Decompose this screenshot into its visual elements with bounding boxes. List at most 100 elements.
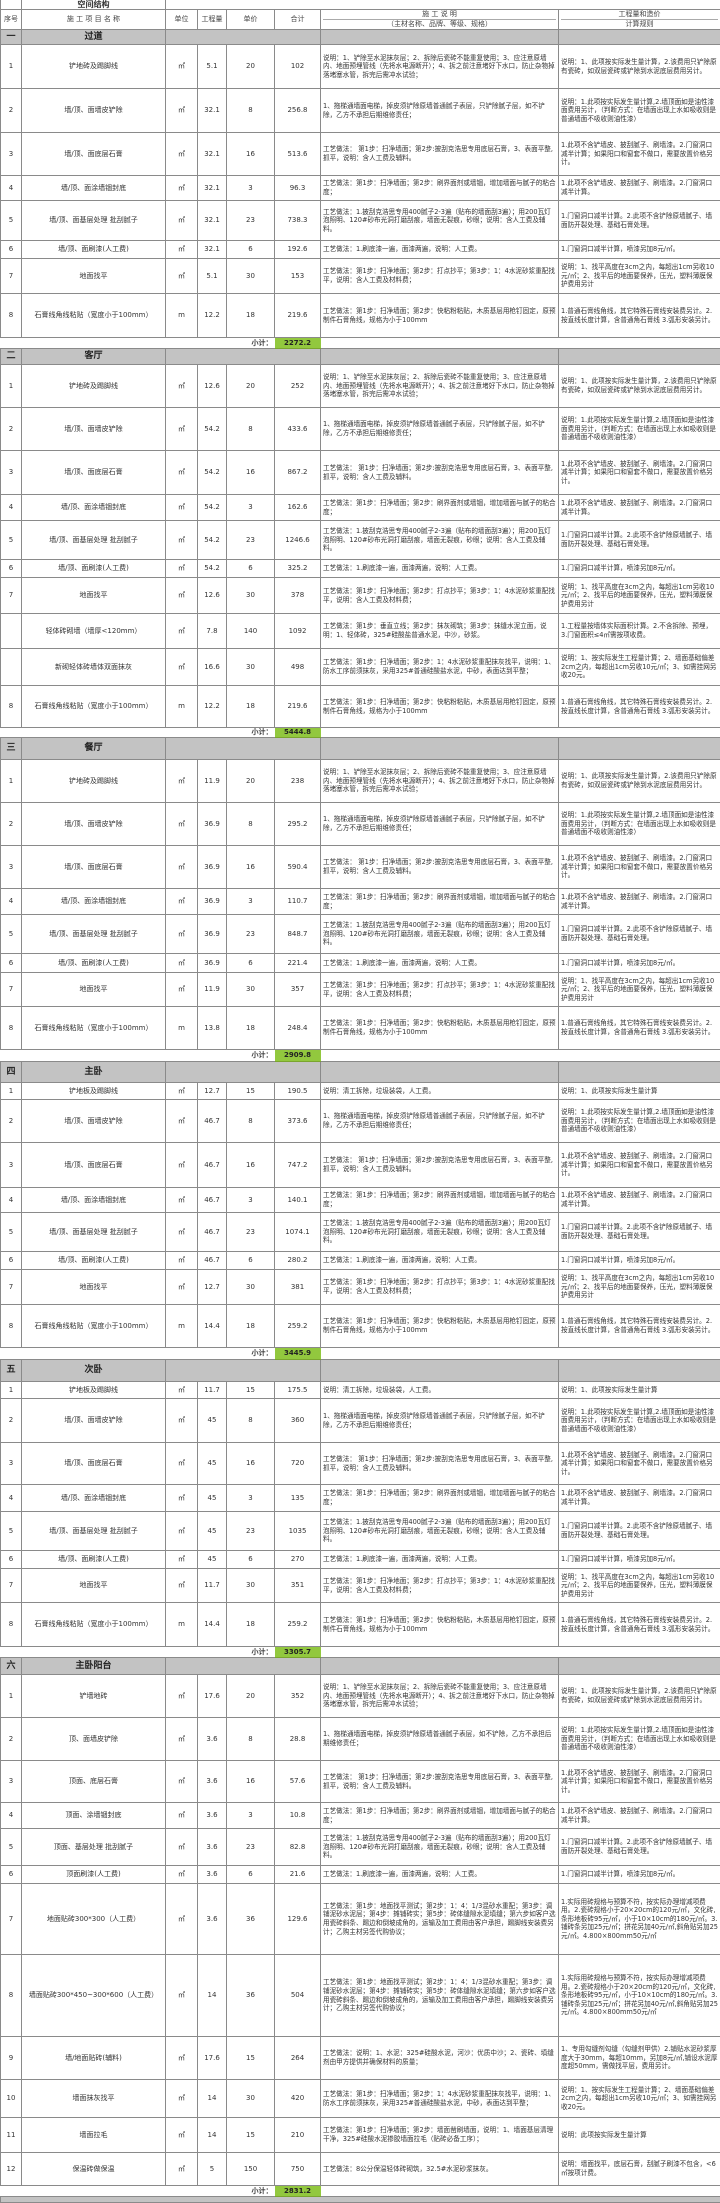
section-number: 五 xyxy=(1,1360,22,1382)
item-unit-price: 30 xyxy=(227,578,275,614)
item-name: 铲地砖及踢脚线 xyxy=(22,760,166,803)
item-description: 工艺做法：第1步：扫净墙面；第2步：快粘粉粘贴，木质基层用枪钉固定，原预制件石膏… xyxy=(321,1603,559,1647)
item-description: 说明：1、铲除至水泥抹灰层；2、拆除后瓷砖不能重复使用；3、应注意原墙内、地面预… xyxy=(321,760,559,803)
item-unit: ㎡ xyxy=(166,915,198,954)
item-quantity: 12.2 xyxy=(198,294,227,338)
item-unit-price: 36 xyxy=(227,1884,275,1955)
header-no: 序号 xyxy=(1,10,22,30)
item-quantity: 45 xyxy=(198,1551,227,1569)
item-number: 3 xyxy=(1,1761,22,1803)
item-name: 墙/顶、面基层处理 批刮腻子 xyxy=(22,201,166,241)
item-number: 6 xyxy=(1,560,22,578)
item-unit-price: 6 xyxy=(227,1866,275,1884)
header-total: 合计 xyxy=(275,10,321,30)
item-calculation-rule: 说明：1.此项按实际发生量计算,2.墙顶面如是油性漆面费用另计，（判断方式：在墙… xyxy=(559,1399,720,1443)
item-total: 28.8 xyxy=(275,1718,321,1761)
item-description: 工艺做法：第1步：扫净墙面；第2步：刷界面剂或墙锢，增加墙面与腻子的粘合度； xyxy=(321,1188,559,1213)
item-quantity: 11.9 xyxy=(198,973,227,1007)
item-total: 351 xyxy=(275,1569,321,1603)
item-total: 192.6 xyxy=(275,241,321,259)
item-total: 504 xyxy=(275,1955,321,2037)
item-unit-price: 3 xyxy=(227,495,275,521)
item-unit-price: 15 xyxy=(227,2037,275,2080)
item-calculation-rule: 1.门窗洞口减半计算，喷漆另加8元/㎡。 xyxy=(559,1866,720,1884)
item-unit-price: 30 xyxy=(227,2080,275,2118)
item-description: 1、拖梯通墙面电梯，掉皮须铲除原墙普通腻子表层，只铲除腻子层，如不铲除，乙方不承… xyxy=(321,408,559,451)
item-number: 7 xyxy=(1,1270,22,1305)
header-rule: 工程量和造价 计算规则 xyxy=(559,10,720,30)
item-description: 工艺做法：第1步：扫净地面；第2步：打点抄平；第3步：1：4水泥砂浆重配找平，说… xyxy=(321,259,559,294)
item-unit: ㎡ xyxy=(166,1803,198,1829)
item-number: 5 xyxy=(1,1213,22,1252)
item-calculation-rule: 1.实际用砖规格与预算不符，按实际办理增减项费用。2.瓷砖规格小于20×20cm… xyxy=(559,1955,720,2037)
item-unit: ㎡ xyxy=(166,1955,198,2037)
item-unit-price: 36 xyxy=(227,1955,275,2037)
item-description: 工艺做法：1.披刮克浩思专用400腻子2-3遍（贴布的墙面刮3遍）；用200瓦灯… xyxy=(321,201,559,241)
subtotal-row: 小计：2272.2 xyxy=(1,338,720,349)
item-quantity: 36.9 xyxy=(198,803,227,846)
item-calculation-rule: 1.门窗洞口减半计算，喷漆另加8元/㎡。 xyxy=(559,560,720,578)
item-quantity: 45 xyxy=(198,1485,227,1512)
item-quantity: 54.2 xyxy=(198,451,227,495)
item-calculation-rule: 说明：此项按实际发生量计算 xyxy=(559,2118,720,2153)
item-description: 工艺做法：1.披刮克浩思专用400腻子2-3遍（贴布的墙面刮3遍）；用200瓦灯… xyxy=(321,1213,559,1252)
item-description: 工艺做法：第1步：扫净墙面；第2步：刷界面剂或墙锢，增加墙面与腻子的粘合度； xyxy=(321,1485,559,1512)
item-description: 说明：清工拆除，垃圾装袋，人工费。 xyxy=(321,1083,559,1100)
item-unit-price: 16 xyxy=(227,1443,275,1485)
item-number: 7 xyxy=(1,973,22,1007)
item-name: 墙面拉毛 xyxy=(22,2118,166,2153)
item-name: 顶面、底层石膏 xyxy=(22,1761,166,1803)
item-calculation-rule: 1.此项不含铲墙皮、披刮腻子、刷墙漆。2.门窗洞口减半计算；如果阳口和窗套不做口… xyxy=(559,846,720,889)
item-unit-price: 6 xyxy=(227,241,275,259)
item-calculation-rule: 1.门窗洞口减半计算，喷漆另加8元/㎡。 xyxy=(559,1551,720,1569)
item-calculation-rule: 1.普通石膏线角线，其它特殊石膏线安装费另计。2.按直线长度计算，含普通角石膏线… xyxy=(559,1007,720,1050)
item-number: 4 xyxy=(1,1485,22,1512)
item-total: 10.8 xyxy=(275,1803,321,1829)
item-description: 工艺做法：第1步：扫净墙面；第2步：刷界面剂或墙锢，增加墙面与腻子的粘合度； xyxy=(321,1803,559,1829)
item-calculation-rule: 说明：1、找平高度在3cm之内，每超出1cm另收10元/㎡；2、找平后的地面要保… xyxy=(559,1569,720,1603)
item-calculation-rule: 说明：1.此项按实际发生量计算,2.墙顶面如是油性漆面费用另计，（判断方式：在墙… xyxy=(559,89,720,133)
item-description: 工艺做法：第1步：扫净墙面；第2步：快粘粉粘贴，木质基层用枪钉固定，原预制件石膏… xyxy=(321,1305,559,1348)
item-description: 说明：1、铲除至水泥抹灰层；2、拆除后瓷砖不能重复使用；3、应注意原墙内、地面预… xyxy=(321,365,559,408)
section-name: 过道 xyxy=(22,30,166,45)
item-quantity: 12.7 xyxy=(198,1270,227,1305)
item-quantity: 3.6 xyxy=(198,1866,227,1884)
item-total: 129.6 xyxy=(275,1884,321,1955)
item-quantity: 14 xyxy=(198,2080,227,2118)
item-unit-price: 6 xyxy=(227,1551,275,1569)
item-quantity: 36.9 xyxy=(198,846,227,889)
item-unit: ㎡ xyxy=(166,176,198,201)
item-number: 1 xyxy=(1,1382,22,1399)
section-header-row: 六主卧阳台 xyxy=(1,1658,720,1675)
section-header-row: 一过道 xyxy=(1,30,720,45)
item-calculation-rule: 1.普通石膏线角线，其它特殊石膏线安装费另计。2.按直线长度计算，含普通角石膏线… xyxy=(559,686,720,728)
item-name: 铲地板及踢脚线 xyxy=(22,1382,166,1399)
item-total: 256.8 xyxy=(275,89,321,133)
item-quantity: 12.6 xyxy=(198,365,227,408)
item-name: 石膏线角线粘贴（宽度小于100mm） xyxy=(22,1305,166,1348)
subtotal-value: 2831.2 xyxy=(275,2186,321,2197)
section-header-row: 三餐厅 xyxy=(1,738,720,760)
item-unit-price: 23 xyxy=(227,1213,275,1252)
item-quantity: 54.2 xyxy=(198,560,227,578)
item-unit: ㎡ xyxy=(166,201,198,241)
item-name: 墙/顶、面底层石膏 xyxy=(22,133,166,176)
item-calculation-rule: 1.门窗洞口减半计算。2.此项不含铲除原墙腻子、墙面防开裂处理、基础石膏处理。 xyxy=(559,915,720,954)
item-description: 工艺做法：1.刷底漆一遍，面漆两遍，说明：人工费。 xyxy=(321,241,559,259)
subtotal-row: 小计：2831.2 xyxy=(1,2186,720,2197)
header-desc: 施 工 说 明 （主材名称、品牌、等级、规格） xyxy=(321,10,559,30)
item-total: 750 xyxy=(275,2153,321,2186)
subtotal-label: 小计： xyxy=(1,338,275,349)
item-unit-price: 16 xyxy=(227,1143,275,1188)
item-name: 新砌轻体砖墙体双面抹灰 xyxy=(22,649,166,686)
item-quantity: 32.1 xyxy=(198,201,227,241)
item-description: 工艺做法： 第1步：扫净墙面；第2步:披刮克浩思专用底层石膏，3、表面平整,抓平… xyxy=(321,1143,559,1188)
item-number: 2 xyxy=(1,1100,22,1143)
item-unit-price: 3 xyxy=(227,1485,275,1512)
header-rule-line1: 工程量和造价 xyxy=(561,10,718,20)
item-name: 地面找平 xyxy=(22,259,166,294)
